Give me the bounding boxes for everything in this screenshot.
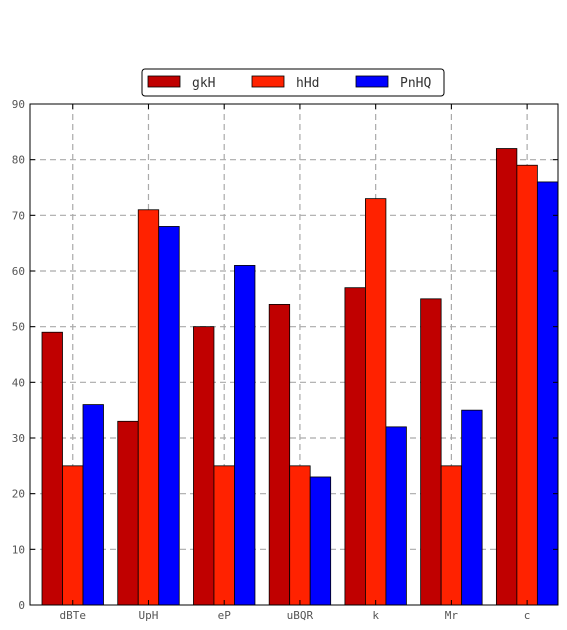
y-tick-label: 90 bbox=[12, 98, 25, 111]
bar-gkH-UpH bbox=[117, 420, 139, 606]
x-tick-label: c bbox=[524, 609, 531, 622]
plot-frame bbox=[29, 103, 559, 606]
bar-hHd-Mr bbox=[440, 465, 463, 606]
y-tick-label: 70 bbox=[12, 209, 25, 222]
legend-swatch-PnHQ bbox=[355, 75, 389, 88]
x-tick-label: UpH bbox=[139, 609, 159, 622]
x-tick-label: eP bbox=[218, 609, 232, 622]
bar-hHd-eP bbox=[213, 465, 235, 606]
bar-PnHQ-uBQR bbox=[309, 476, 332, 606]
bar-PnHQ-k bbox=[385, 426, 407, 606]
y-tick-label: 30 bbox=[12, 432, 25, 445]
bar-gkH-uBQR bbox=[268, 303, 291, 606]
bar-hHd-UpH bbox=[137, 209, 160, 606]
bar-PnHQ-UpH bbox=[158, 226, 180, 606]
legend-label-hHd: hHd bbox=[296, 76, 319, 91]
legend: gkH hHd PnHQ bbox=[141, 68, 445, 97]
bar-PnHQ-eP bbox=[234, 265, 256, 606]
legend-swatch-hHd bbox=[251, 75, 285, 88]
x-tick-label: uBQR bbox=[287, 609, 314, 622]
x-tick-label: dBTe bbox=[60, 609, 87, 622]
y-tick-label: 50 bbox=[12, 321, 25, 334]
legend-swatch-gkH bbox=[147, 75, 181, 88]
bar-PnHQ-Mr bbox=[461, 409, 483, 606]
bar-gkH-Mr bbox=[420, 298, 442, 606]
bar-hHd-c bbox=[516, 164, 538, 606]
y-tick-label: 60 bbox=[12, 265, 25, 278]
legend-label-PnHQ: PnHQ bbox=[400, 76, 431, 91]
bar-gkH-eP bbox=[193, 326, 215, 606]
bar-PnHQ-c bbox=[536, 181, 559, 606]
y-tick-label: 40 bbox=[12, 376, 25, 389]
y-tick-label: 0 bbox=[18, 599, 25, 612]
bar-gkH-c bbox=[495, 148, 518, 606]
y-tick-label: 80 bbox=[12, 154, 25, 167]
bars bbox=[41, 148, 559, 606]
legend-box bbox=[141, 68, 445, 97]
bar-PnHQ-dBTe bbox=[82, 404, 104, 606]
bar-hHd-k bbox=[365, 198, 387, 606]
bar-hHd-uBQR bbox=[289, 465, 311, 606]
bar-gkH-k bbox=[344, 287, 366, 606]
y-tick-label: 20 bbox=[12, 488, 25, 501]
y-tick-label: 10 bbox=[12, 543, 25, 556]
x-tick-label: k bbox=[372, 609, 379, 622]
bar-hHd-dBTe bbox=[62, 465, 84, 606]
legend-label-gkH: gkH bbox=[192, 76, 215, 91]
x-tick-label: Mr bbox=[445, 609, 459, 622]
bar-gkH-dBTe bbox=[41, 331, 63, 606]
axis-ticks: 0 10 20 30 40 50 60 70 80 90 dBTe UpH eP uBQR k Mr c bbox=[12, 98, 558, 622]
